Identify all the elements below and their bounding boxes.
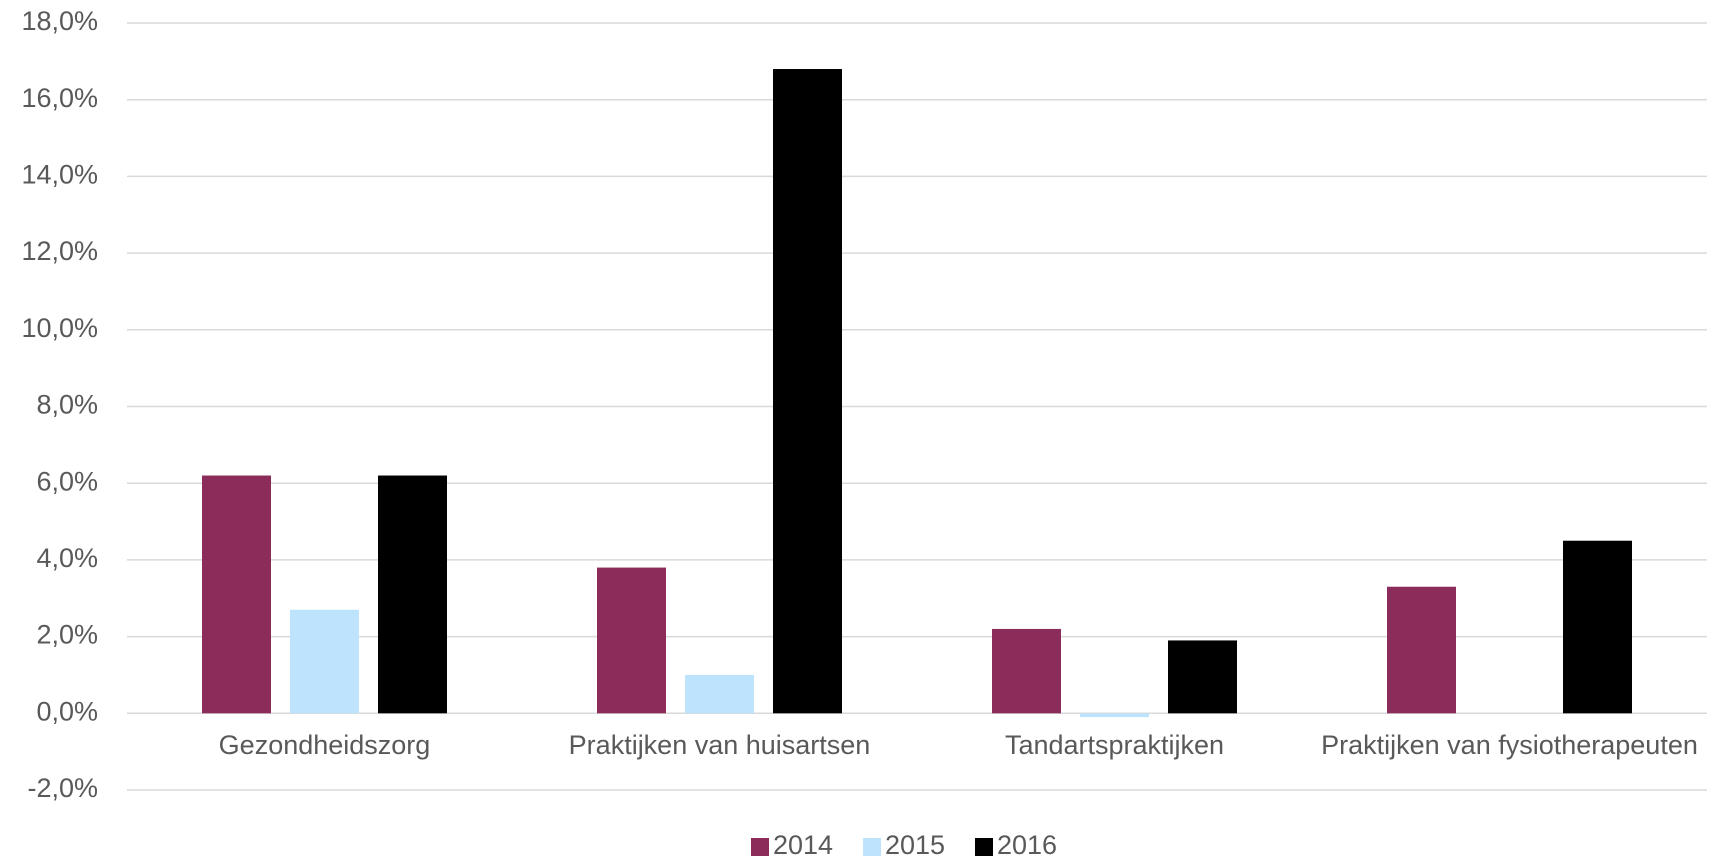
legend-swatch	[863, 838, 881, 856]
legend-swatch	[751, 838, 769, 856]
y-tick-label: 16,0%	[21, 83, 98, 113]
bar	[685, 674, 754, 714]
x-tick-label: Praktijken van huisartsen	[569, 730, 871, 760]
bar	[290, 609, 359, 714]
legend-label: 2015	[885, 830, 945, 860]
y-tick-label: 10,0%	[21, 313, 98, 343]
bar	[378, 475, 447, 714]
y-tick-label: 2,0%	[36, 620, 98, 650]
y-tick-label: 6,0%	[36, 466, 98, 496]
y-tick-label: 8,0%	[36, 390, 98, 420]
x-tick-label: Praktijken van fysiotherapeuten	[1321, 730, 1698, 760]
legend-label: 2016	[997, 830, 1057, 860]
y-tick-label: -2,0%	[27, 773, 98, 803]
y-tick-label: 18,0%	[21, 6, 98, 36]
legend-swatch	[975, 838, 993, 856]
x-tick-label: Tandartspraktijken	[1005, 730, 1224, 760]
legend-label: 2014	[773, 830, 833, 860]
bar	[202, 475, 271, 714]
y-tick-label: 0,0%	[36, 696, 98, 726]
x-tick-label: Gezondheidszorg	[219, 730, 431, 760]
bar	[597, 567, 666, 714]
bar	[773, 69, 842, 714]
y-tick-label: 12,0%	[21, 236, 98, 266]
bar	[1563, 540, 1632, 714]
bar	[1387, 586, 1456, 714]
y-tick-label: 14,0%	[21, 160, 98, 190]
y-tick-label: 4,0%	[36, 543, 98, 573]
bar	[1080, 713, 1149, 718]
bar	[992, 628, 1061, 714]
bar	[1168, 640, 1237, 714]
